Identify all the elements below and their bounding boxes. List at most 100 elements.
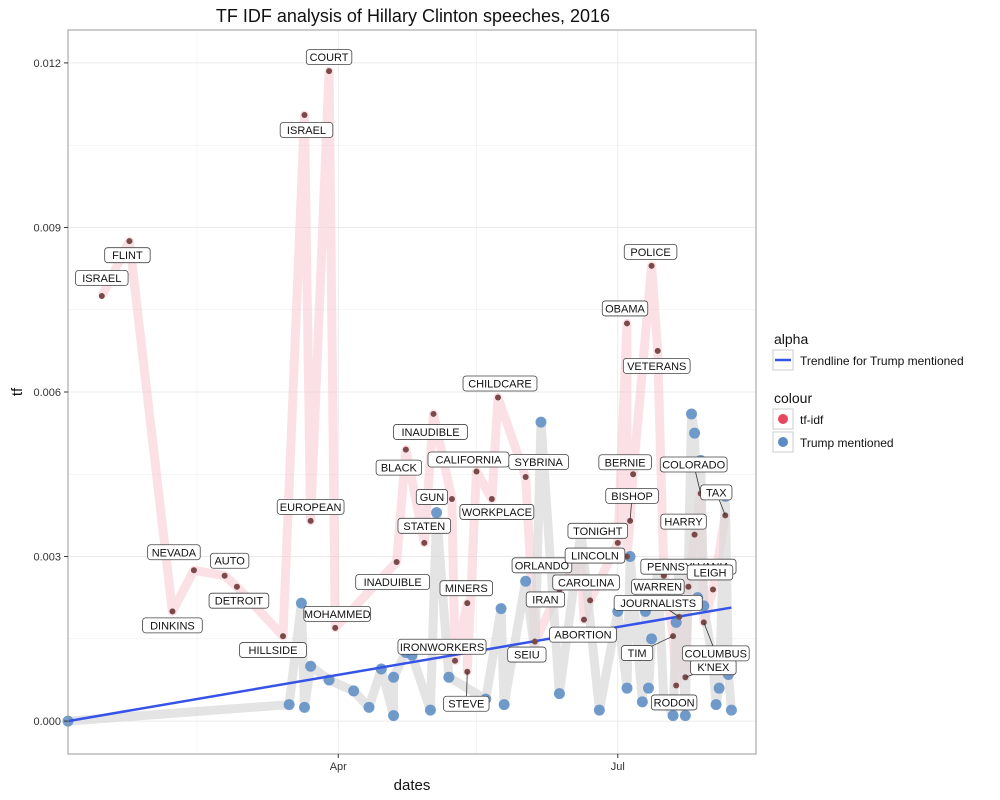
tfidf-point (221, 572, 228, 579)
word-label-box (623, 243, 678, 260)
word-label: IRAN (525, 591, 566, 608)
word-label: LINCOLN (564, 547, 628, 564)
legend-tfidf-label: tf-idf (800, 413, 824, 427)
word-label: STATEN (397, 517, 451, 534)
word-label: MINERS (439, 580, 493, 597)
trump-mentioned-point (725, 704, 737, 716)
x-axis: Apr Jul (330, 754, 625, 773)
word-label-box (375, 459, 423, 476)
word-label-box (462, 375, 538, 392)
word-label: BLACK (375, 459, 423, 476)
legend-colour-title: colour (774, 390, 812, 406)
word-label-box (601, 300, 649, 317)
trump-mentioned-point (679, 710, 691, 722)
tfidf-point (691, 531, 698, 538)
trump-mentioned-point (643, 682, 654, 694)
trump-mentioned-point (710, 699, 722, 711)
tfidf-point (332, 624, 339, 631)
plot-panel: ISRAEL FLINT DINKINS NEVADA AUTO DETROIT HILLS… (62, 29, 757, 755)
trump-mentioned-point (388, 671, 400, 683)
word-label-text: INAUDIBLE (401, 427, 459, 439)
tfidf-point (169, 608, 176, 615)
word-label-text: MOHAMMED (304, 609, 371, 621)
word-label: COURT (305, 49, 353, 66)
tfidf-point (581, 616, 587, 623)
word-label-text: COLORADO (662, 459, 725, 471)
tfidf-point (488, 495, 495, 502)
word-label: STEVE (443, 671, 490, 712)
word-label: COLORADO (659, 456, 728, 494)
word-label-box (567, 522, 629, 539)
word-label: CAROLINA (552, 574, 620, 591)
word-label-text: TONIGHT (573, 526, 623, 538)
word-label-box (508, 454, 569, 470)
word-label-text: RODON (654, 697, 695, 709)
word-label-box (459, 504, 535, 520)
trump-mentioned-point (667, 710, 679, 722)
legend-tfidf-swatch (778, 414, 788, 424)
tfidf-point (393, 559, 400, 566)
tfidf-point (685, 583, 692, 590)
trump-mentioned-point (535, 416, 547, 428)
word-label: SYBRINA (508, 454, 569, 470)
trump-mentioned-point (348, 685, 360, 697)
word-label: ABORTION (549, 626, 617, 643)
word-label-text: CHILDCARE (468, 378, 532, 390)
tfidf-point (654, 347, 661, 354)
y-axis-title: tf (9, 387, 26, 396)
tfidf-point (587, 597, 594, 604)
word-label-layer: ISRAEL FLINT DINKINS NEVADA AUTO DETROIT HILLS… (75, 49, 750, 712)
word-label-text: GUN (420, 492, 445, 504)
y-tick-label: 0.012 (33, 58, 61, 70)
tfidf-point (614, 539, 621, 546)
word-label-box (104, 247, 151, 264)
tfidf-point (307, 517, 314, 524)
word-label-text: STEVE (448, 699, 484, 711)
trump-mentioned-point (424, 704, 436, 716)
word-label-box (660, 513, 707, 530)
word-label-box (552, 574, 620, 591)
word-label-text: TIM (628, 648, 647, 660)
word-label-box (439, 580, 493, 597)
word-label: OBAMA (601, 300, 649, 317)
word-label-text: BISHOP (611, 491, 653, 503)
word-label: POLICE (623, 243, 678, 260)
word-label-text: K'NEX (697, 662, 730, 674)
word-label: COLUMBUS (681, 622, 750, 662)
word-label: WARREN (631, 578, 685, 595)
word-label-text: ABORTION (554, 630, 611, 642)
word-label: EUROPEAN (276, 498, 345, 515)
tfidf-point (464, 600, 471, 607)
word-label-text: DETROIT (215, 596, 264, 608)
word-label-text: OBAMA (605, 303, 645, 315)
word-label: INADUIBLE (355, 574, 430, 590)
word-label-text: STATEN (403, 521, 445, 533)
word-label: SEIU (507, 646, 547, 663)
word-label: BERNIE (598, 454, 652, 471)
word-label-box (507, 646, 547, 663)
trump-mentioned-point (686, 408, 697, 420)
word-label-box (276, 498, 345, 515)
word-label: AUTO (210, 552, 250, 569)
word-label-text: ORLANDO (515, 560, 570, 572)
word-label-box (598, 454, 652, 471)
y-tick-label: 0.009 (33, 222, 61, 234)
word-label: INAUDIBLE (393, 424, 468, 440)
tfidf-point (522, 474, 529, 481)
y-tick-label: 0.003 (33, 552, 61, 564)
word-label-text: AUTO (214, 556, 245, 568)
word-label: RODON (650, 694, 698, 711)
word-label-text: ISRAEL (287, 125, 326, 137)
y-tick-label: 0.006 (33, 387, 61, 399)
tfidf-point (495, 394, 501, 401)
word-label: ORLANDO (511, 557, 581, 574)
word-label-box (650, 694, 698, 711)
word-label-box (681, 645, 750, 662)
word-label-text: WORKPLACE (462, 507, 532, 519)
word-label-text: TAX (706, 487, 727, 499)
word-label-box (564, 547, 626, 564)
word-label-box (549, 626, 617, 643)
word-label-text: LINCOLN (571, 551, 619, 563)
word-label-text: JOURNALISTS (620, 598, 696, 610)
